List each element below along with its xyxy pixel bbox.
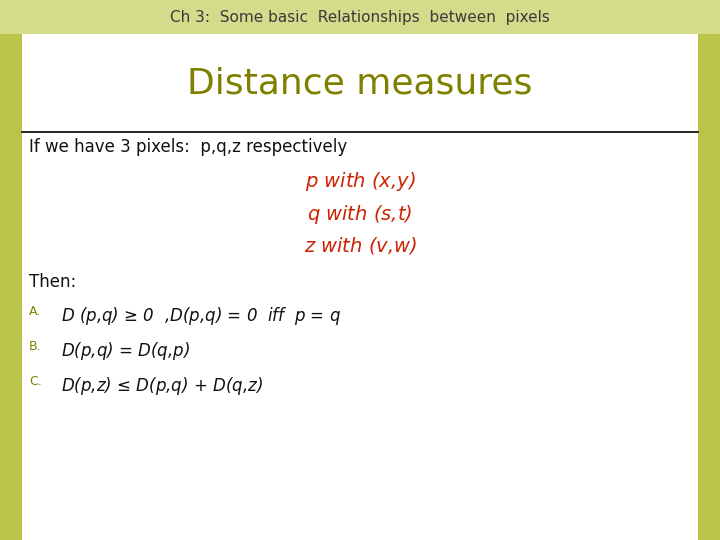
Text: $D$ ($p$,$q$) ≥ 0  ,$D$($p$,$q$) = 0  iff  $p$ = $q$: $D$ ($p$,$q$) ≥ 0 ,$D$($p$,$q$) = 0 iff … (61, 305, 341, 327)
Bar (0, 34, 22, 540)
Text: If we have 3 pixels:  p,q,z respectively: If we have 3 pixels: p,q,z respectively (29, 138, 347, 156)
Text: B.: B. (29, 340, 42, 353)
Bar (698, 34, 720, 540)
Text: $p$ with ($x$,$y$): $p$ with ($x$,$y$) (305, 170, 415, 193)
Text: A.: A. (29, 305, 41, 318)
Text: Ch 3:  Some basic  Relationships  between  pixels: Ch 3: Some basic Relationships between p… (170, 10, 550, 24)
Text: Then:: Then: (29, 273, 76, 291)
Text: C.: C. (29, 375, 42, 388)
Bar (0, 0, 720, 34)
Text: $q$ with ($s$,$t$): $q$ with ($s$,$t$) (307, 202, 413, 226)
Text: $z$ with ($v$,$w$): $z$ with ($v$,$w$) (304, 235, 416, 256)
Text: $D$($p$,$q$) = $D$($q$,$p$): $D$($p$,$q$) = $D$($q$,$p$) (61, 340, 190, 362)
Text: Distance measures: Distance measures (187, 67, 533, 100)
Text: $D$($p$,$z$) ≤ $D$($p$,$q$) + $D$($q$,$z$): $D$($p$,$z$) ≤ $D$($p$,$q$) + $D$($q$,$z… (61, 375, 264, 397)
